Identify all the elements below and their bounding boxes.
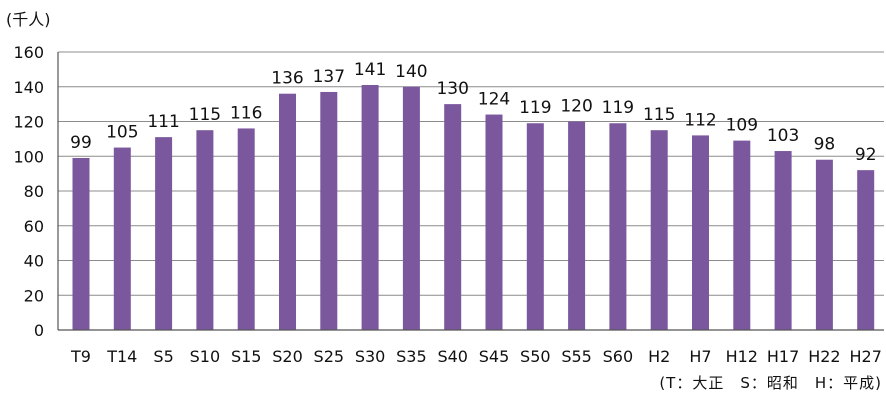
- bar-H12: [733, 140, 751, 330]
- x-tick-label-H2: H2: [648, 347, 670, 366]
- y-tick-label: 20: [24, 286, 44, 305]
- bar-S45: [485, 114, 503, 330]
- bar-S15: [237, 128, 255, 330]
- x-tick-label-S10: S10: [190, 347, 221, 366]
- x-tick-label-S40: S40: [437, 347, 468, 366]
- y-tick-label: 120: [13, 113, 44, 132]
- bar-H2: [650, 130, 668, 330]
- value-label-S25: 137: [313, 67, 345, 87]
- value-label-S50: 119: [519, 98, 551, 118]
- x-tick-label-S35: S35: [396, 347, 427, 366]
- value-label-S15: 116: [230, 103, 262, 123]
- y-tick-label: 140: [13, 78, 44, 97]
- value-label-S55: 120: [560, 97, 592, 117]
- value-label-S60: 119: [602, 98, 634, 118]
- x-tick-label-S45: S45: [479, 347, 510, 366]
- y-tick-label: 100: [13, 147, 44, 166]
- value-label-H12: 109: [726, 116, 758, 136]
- value-label-S35: 140: [395, 62, 427, 82]
- value-label-S10: 115: [189, 105, 221, 125]
- x-tick-label-S15: S15: [231, 347, 262, 366]
- value-label-H22: 98: [814, 135, 836, 155]
- bar-T9: [72, 157, 90, 330]
- x-tick-label-S20: S20: [272, 347, 303, 366]
- value-label-H27: 92: [855, 145, 877, 165]
- bar-T14: [113, 147, 131, 330]
- x-tick-label-S55: S55: [561, 347, 592, 366]
- y-tick-label: 80: [24, 182, 44, 201]
- y-tick-label: 0: [34, 321, 44, 340]
- x-tick-label-S5: S5: [153, 347, 173, 366]
- bar-S10: [196, 130, 214, 330]
- bar-S60: [609, 123, 627, 330]
- bar-S5: [155, 137, 173, 330]
- value-labels: 99 105 111 115 116 136 137 141 140 130 124 119 120 11…: [70, 60, 876, 165]
- gridlines: [58, 51, 884, 296]
- bar-S50: [526, 123, 544, 330]
- bar-S20: [279, 93, 296, 330]
- bars: [72, 85, 875, 331]
- x-tick-label-S25: S25: [314, 347, 345, 366]
- x-tick-label-S60: S60: [603, 347, 634, 366]
- value-label-T14: 105: [106, 123, 138, 143]
- x-tick-label-H27: H27: [850, 347, 882, 366]
- value-label-S5: 111: [147, 112, 179, 132]
- value-label-S45: 124: [478, 90, 510, 110]
- x-tick-label-H17: H17: [767, 347, 799, 366]
- x-tick-label-T9: T9: [70, 347, 91, 366]
- y-tick-label: 60: [24, 217, 44, 236]
- bar-S30: [361, 85, 379, 330]
- bar-S55: [568, 121, 586, 330]
- value-label-H17: 103: [767, 126, 799, 146]
- x-axis-ticks: T9 T14 S5 S10 S15 S20 S25 S30 S35 S40 S45 S50 S55 S60…: [70, 347, 882, 366]
- x-tick-label-T14: T14: [106, 347, 137, 366]
- value-label-H2: 115: [643, 105, 675, 125]
- bar-H22: [815, 159, 833, 330]
- x-tick-label-H7: H7: [689, 347, 711, 366]
- value-label-T9: 99: [70, 133, 92, 153]
- bar-S40: [444, 104, 462, 330]
- y-tick-label: 40: [24, 252, 44, 271]
- x-tick-label-S30: S30: [355, 347, 386, 366]
- x-tick-label-H22: H22: [808, 347, 840, 366]
- era-legend-footnote: (T：大正 S：昭和 H：平成): [659, 374, 882, 392]
- x-tick-label-H12: H12: [726, 347, 758, 366]
- y-tick-label: 160: [13, 43, 44, 62]
- bar-H27: [857, 170, 875, 330]
- value-label-S30: 141: [354, 60, 386, 80]
- y-axis-ticks: 0 20 40 60 80 100 120 140 160: [13, 43, 44, 340]
- value-label-S40: 130: [436, 79, 468, 99]
- value-label-H7: 112: [684, 110, 716, 130]
- x-tick-label-S50: S50: [520, 347, 551, 366]
- bar-S35: [402, 86, 420, 330]
- value-label-S20: 136: [271, 69, 303, 89]
- bar-S25: [320, 91, 338, 331]
- y-axis-unit-label: (千人): [6, 10, 51, 29]
- bar-H7: [692, 135, 709, 330]
- bar-H17: [774, 151, 792, 330]
